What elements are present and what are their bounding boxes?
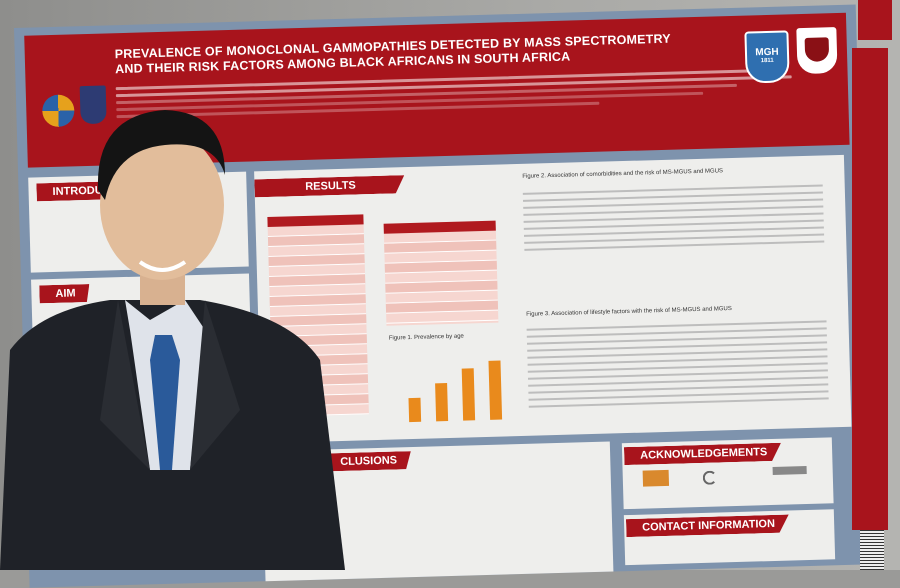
hair: [97, 110, 225, 200]
blue-tie: [150, 335, 180, 470]
side-banner-top: [858, 0, 892, 40]
barcode: [860, 530, 884, 570]
face: [100, 130, 224, 280]
man-in-suit: [0, 110, 345, 570]
side-banner-red: [852, 48, 888, 530]
